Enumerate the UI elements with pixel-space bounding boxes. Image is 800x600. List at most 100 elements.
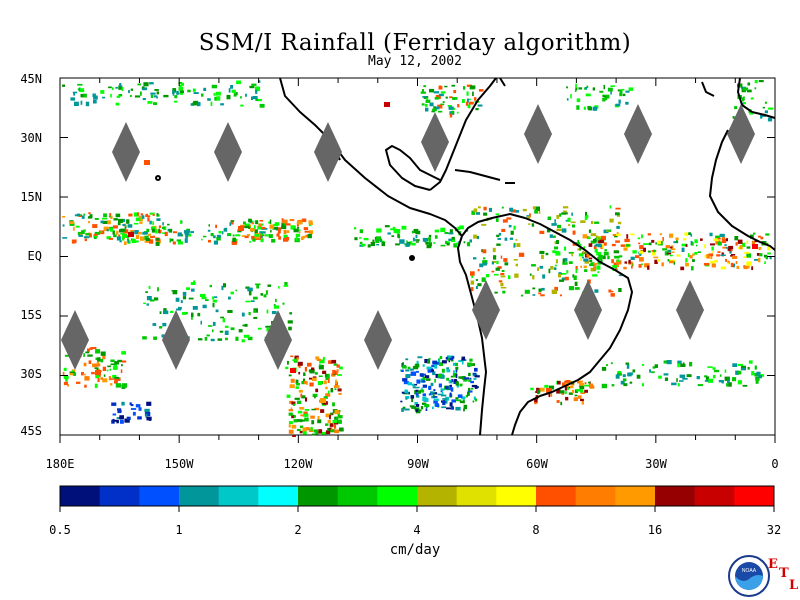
rain-cell: [750, 234, 754, 239]
rain-cell: [552, 235, 556, 238]
rain-cell: [156, 91, 159, 95]
rain-cell: [726, 383, 729, 387]
rain-cell: [210, 101, 213, 106]
rain-cell: [572, 224, 576, 228]
rain-cell: [605, 94, 610, 99]
rain-cell: [615, 207, 621, 210]
rain-cell: [182, 312, 187, 315]
rain-cell: [582, 251, 585, 254]
rain-cell: [336, 369, 339, 373]
rain-cell: [96, 363, 101, 367]
rain-cell: [700, 238, 703, 241]
rain-cell: [730, 262, 734, 268]
rain-cell: [317, 419, 322, 424]
rain-cell: [191, 317, 193, 320]
rain-cell: [758, 235, 761, 238]
rain-cell: [328, 427, 332, 430]
rain-cell: [241, 312, 245, 317]
rain-cell: [742, 97, 744, 102]
rain-cell: [718, 380, 724, 383]
rain-cell: [630, 233, 635, 236]
rain-cell: [414, 402, 418, 406]
rain-cell: [694, 239, 698, 244]
rain-cell: [449, 357, 453, 361]
rain-cell: [302, 431, 307, 435]
rain-cell: [465, 101, 468, 106]
rain-cell: [228, 296, 231, 300]
rain-cell: [710, 260, 715, 264]
rain-cell: [473, 208, 478, 213]
rain-cell: [252, 96, 258, 100]
rain-cell: [110, 383, 113, 386]
rain-cell: [224, 325, 229, 328]
rain-cell: [571, 253, 573, 257]
rain-cell: [83, 93, 87, 98]
rain-cell: [593, 263, 597, 266]
rain-cell: [743, 266, 748, 270]
rain-cell: [494, 291, 498, 294]
rain-cell: [647, 233, 651, 236]
rain-cell: [116, 95, 121, 98]
rain-cell: [726, 238, 728, 242]
rain-cell: [496, 260, 499, 265]
rain-cell: [711, 246, 714, 251]
rain-cell: [273, 305, 280, 309]
rain-cell: [615, 212, 620, 216]
rain-cell: [685, 244, 688, 247]
rain-cell: [289, 384, 295, 389]
rain-cell: [588, 106, 592, 111]
rain-cell: [265, 325, 271, 328]
rain-cell: [391, 235, 395, 237]
data-gap: [421, 112, 449, 172]
rain-cell: [583, 246, 585, 249]
rain-cell: [62, 371, 65, 377]
rain-cell: [622, 93, 626, 97]
rain-cell: [560, 401, 563, 406]
rain-cell: [435, 403, 439, 407]
rain-cell: [392, 226, 396, 231]
rain-cell: [84, 376, 90, 381]
rain-cell: [410, 395, 415, 399]
rain-cell: [124, 224, 127, 229]
rain-cell: [625, 362, 630, 365]
rain-cell: [438, 93, 444, 97]
rain-cell: [337, 412, 340, 418]
rain-cell: [91, 371, 95, 375]
data-gap: [264, 310, 292, 370]
rain-core: [546, 388, 552, 393]
rain-cell: [133, 212, 139, 217]
rain-cell: [76, 213, 81, 217]
rain-cell: [606, 364, 608, 367]
rain-cell: [631, 265, 633, 269]
rain-cell: [315, 430, 318, 434]
rain-cell: [107, 365, 111, 368]
rain-cell: [244, 225, 249, 229]
rain-cell: [87, 354, 93, 357]
rain-cell: [213, 92, 216, 96]
rain-cell: [594, 289, 599, 293]
rain-cell: [675, 237, 679, 241]
rain-cell: [568, 224, 571, 226]
rain-cell: [561, 212, 566, 215]
rain-cell: [218, 231, 222, 234]
rain-cell: [603, 84, 605, 90]
rain-cell: [572, 274, 575, 278]
rain-cell: [415, 395, 420, 398]
rain-cell: [455, 362, 458, 366]
rain-cell: [451, 356, 455, 359]
rain-cell: [247, 234, 250, 237]
rain-cell: [433, 400, 438, 404]
rain-cell: [146, 416, 152, 421]
rain-cell: [529, 213, 531, 218]
rain-cell: [184, 238, 188, 243]
rain-cell: [81, 215, 85, 219]
rain-core: [238, 226, 244, 231]
rain-cell: [231, 89, 236, 93]
rain-cell: [235, 234, 241, 237]
rain-cell: [227, 310, 233, 313]
rain-cell: [161, 334, 165, 338]
rain-cell: [455, 368, 458, 373]
rain-cell: [116, 230, 119, 233]
rain-cell: [97, 378, 100, 383]
rain-cell: [461, 356, 466, 361]
